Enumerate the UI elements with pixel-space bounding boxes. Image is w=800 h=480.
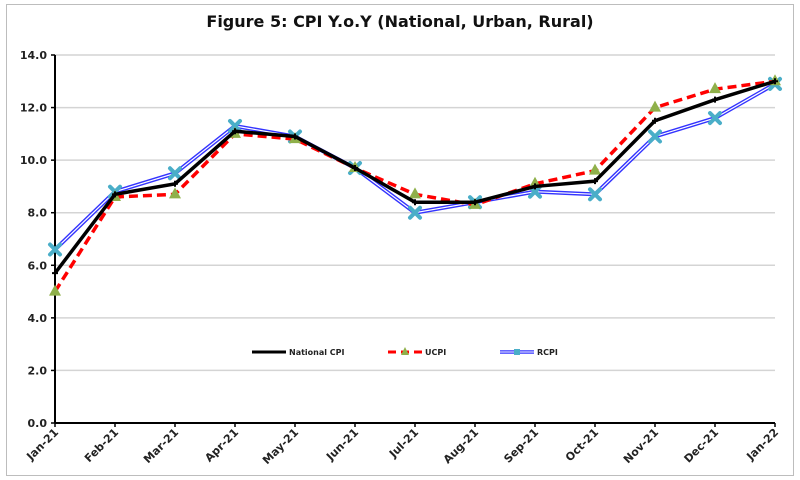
national-cpi-point <box>232 128 238 135</box>
rcpi-point <box>228 118 242 133</box>
national-cpi-point <box>712 96 718 103</box>
x-tick-label: Jul-21 <box>386 426 421 461</box>
national-cpi-point <box>412 199 418 206</box>
x-tick-label: Oct-21 <box>563 426 601 464</box>
legend-label-rcpi: RCPI <box>537 348 558 357</box>
rcpi-point <box>168 166 182 181</box>
y-tick-label: 12.0 <box>20 102 47 115</box>
x-tick-label: Aug-21 <box>441 426 481 466</box>
x-tick-label: Jan-22 <box>743 426 781 464</box>
x-tick-label: Nov-21 <box>621 426 661 466</box>
x-tick-label: Jun-21 <box>323 426 361 464</box>
legend-label-national-cpi: National CPI <box>289 348 345 357</box>
x-tick-label: Jan-21 <box>23 426 61 464</box>
x-tick-label: Mar-21 <box>141 426 181 466</box>
rcpi-point <box>588 187 602 202</box>
national-cpi-point <box>772 78 778 85</box>
x-tick-label: Dec-21 <box>682 426 722 466</box>
national-cpi-point <box>592 178 598 185</box>
x-tick-label: Apr-21 <box>202 426 241 465</box>
rcpi-point <box>708 111 722 126</box>
x-tick-label: Feb-21 <box>82 426 121 465</box>
legend-marker <box>401 347 409 355</box>
y-tick-label: 0.0 <box>28 417 48 430</box>
chart-title: Figure 5: CPI Y.o.Y (National, Urban, Ru… <box>206 12 594 31</box>
ucpi-point <box>169 187 181 199</box>
chart-frame <box>6 4 794 476</box>
y-tick-label: 4.0 <box>28 312 48 325</box>
ucpi-point <box>49 284 61 296</box>
ucpi-point <box>709 82 721 94</box>
y-tick-label: 2.0 <box>28 364 48 377</box>
national-cpi-point <box>472 199 478 206</box>
ucpi-point <box>409 187 421 199</box>
y-tick-label: 10.0 <box>20 154 47 167</box>
ucpi-point <box>589 163 601 175</box>
national-cpi-point <box>532 183 538 190</box>
y-tick-label: 8.0 <box>28 207 48 220</box>
x-tick-label: Sep-21 <box>501 426 541 466</box>
national-cpi-point <box>292 133 298 140</box>
rcpi-point <box>408 205 422 220</box>
rcpi-point <box>648 129 662 144</box>
national-cpi-point <box>52 270 58 277</box>
rcpi-line-inner <box>54 83 776 250</box>
national-cpi-point <box>352 165 358 172</box>
rcpi-line <box>53 82 776 251</box>
national-cpi-point <box>172 180 178 187</box>
legend-label-ucpi: UCPI <box>425 348 446 357</box>
y-tick-label: 6.0 <box>28 259 48 272</box>
national-cpi-point <box>652 117 658 124</box>
rcpi-point <box>48 242 62 257</box>
x-tick-label: May-21 <box>260 426 301 467</box>
national-cpi-point <box>112 191 118 198</box>
legend-marker <box>514 349 520 355</box>
ucpi-point <box>649 100 661 112</box>
y-tick-label: 14.0 <box>20 49 47 62</box>
